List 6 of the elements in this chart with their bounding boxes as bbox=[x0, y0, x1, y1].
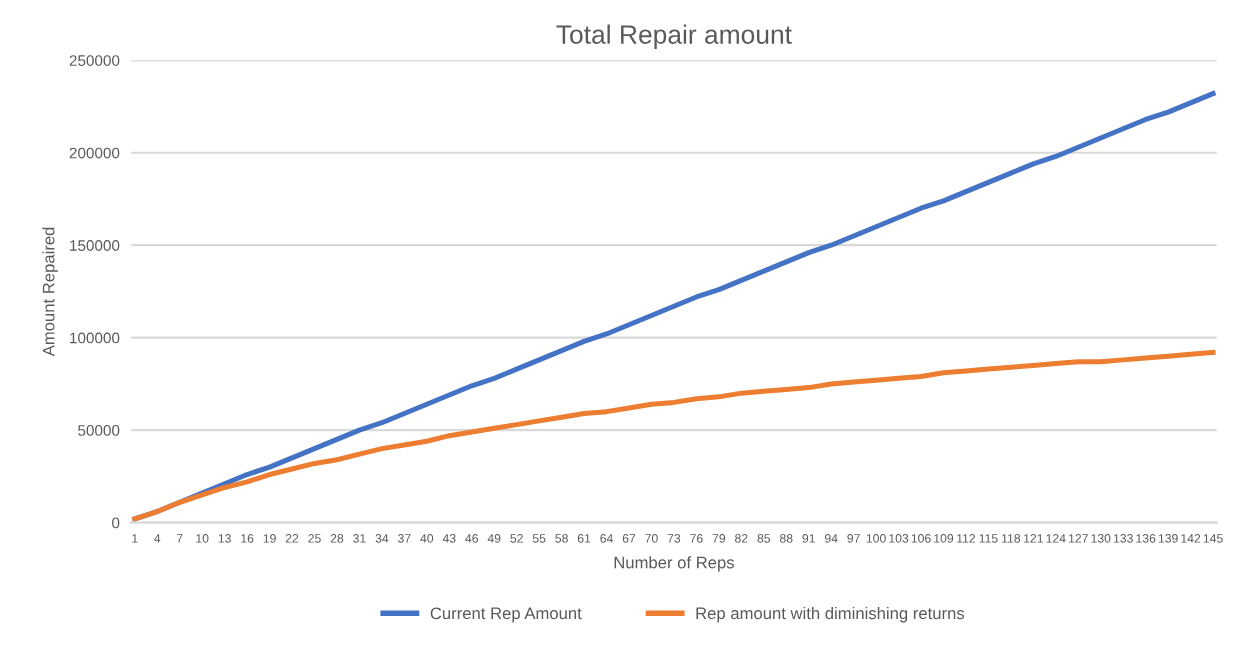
legend-label: Current Rep Amount bbox=[430, 607, 582, 623]
chart-title: Total Repair amount bbox=[556, 24, 792, 50]
x-axis-title: Number of Reps bbox=[614, 556, 734, 572]
y-axis-title: Amount Repaired bbox=[42, 227, 58, 357]
line-series bbox=[132, 349, 1216, 522]
legend-label: Rep amount with diminishing returns bbox=[696, 606, 965, 623]
